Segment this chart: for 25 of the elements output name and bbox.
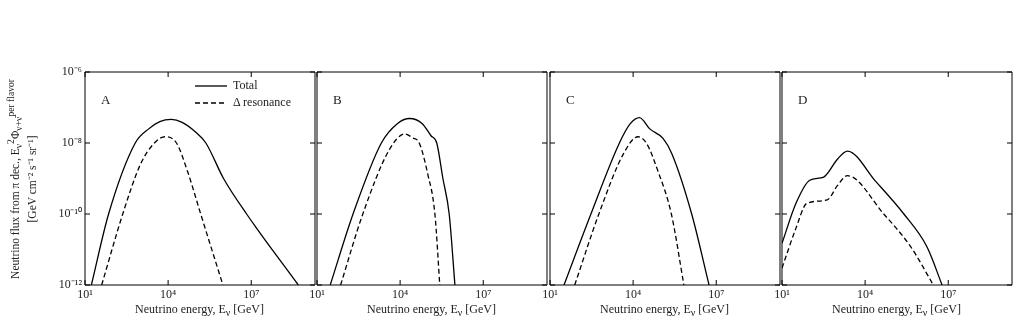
- annotation: C: [566, 91, 575, 107]
- x-tick-label: 10⁷: [940, 287, 957, 302]
- x-axis-title: Neutrino energy, E$_{ν}$ [GeV]: [832, 302, 961, 319]
- y-tick-label: 10⁻⁸: [61, 135, 82, 150]
- y-tick-label: 10⁻⁶: [61, 64, 82, 79]
- x-tick-label: 10⁷: [243, 287, 260, 302]
- legend-label: Δ resonance: [233, 95, 292, 110]
- x-axis-title: Neutrino energy, E$_{ν}$ [GeV]: [135, 302, 264, 319]
- x-tick-label: 10⁴: [857, 287, 874, 302]
- annotation: B: [333, 91, 342, 107]
- x-tick-label: 10¹: [309, 287, 326, 302]
- x-tick-label: 10⁴: [160, 287, 177, 302]
- legend-label: Total: [233, 78, 259, 93]
- x-tick-label: 10¹: [542, 287, 559, 302]
- x-tick-label: 10⁴: [625, 287, 642, 302]
- x-tick-label: 10⁴: [392, 287, 409, 302]
- x-tick-label: 10⁷: [708, 287, 725, 302]
- x-axis-title: Neutrino energy, E$_{ν}$ [GeV]: [367, 302, 496, 319]
- annotation: A: [101, 91, 111, 107]
- annotation: D: [798, 91, 808, 107]
- x-axis-title: Neutrino energy, E$_{ν}$ [GeV]: [600, 302, 729, 319]
- y-tick-label: 10⁻¹⁰: [58, 206, 82, 221]
- x-tick-label: 10¹: [774, 287, 791, 302]
- x-tick-label: 10⁷: [475, 287, 492, 302]
- x-tick-label: 10¹: [77, 287, 94, 302]
